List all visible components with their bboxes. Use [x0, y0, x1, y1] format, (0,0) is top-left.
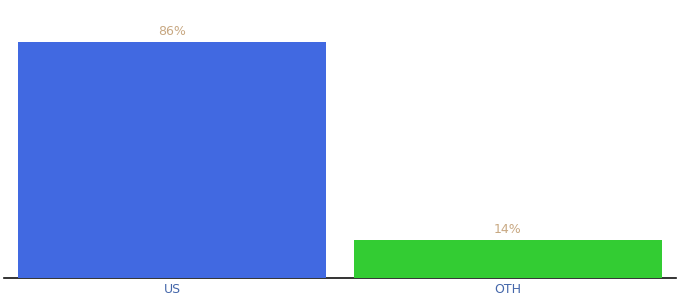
Bar: [18, 43, 326, 278]
Text: 14%: 14%: [494, 223, 522, 236]
Bar: [354, 240, 662, 278]
Text: 86%: 86%: [158, 26, 186, 38]
